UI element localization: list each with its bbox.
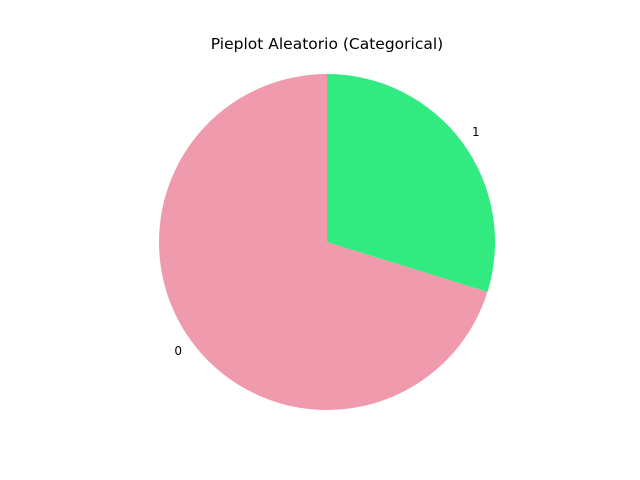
pie-slice-0 bbox=[159, 74, 488, 410]
pie-slices bbox=[159, 74, 496, 410]
pie-slice-1 bbox=[327, 74, 496, 292]
slice-label-0: 0 bbox=[174, 344, 182, 358]
slice-labels: 01 bbox=[174, 125, 479, 358]
slice-label-1: 1 bbox=[472, 125, 480, 139]
chart-title: Pieplot Aleatorio (Categorical) bbox=[211, 35, 443, 53]
